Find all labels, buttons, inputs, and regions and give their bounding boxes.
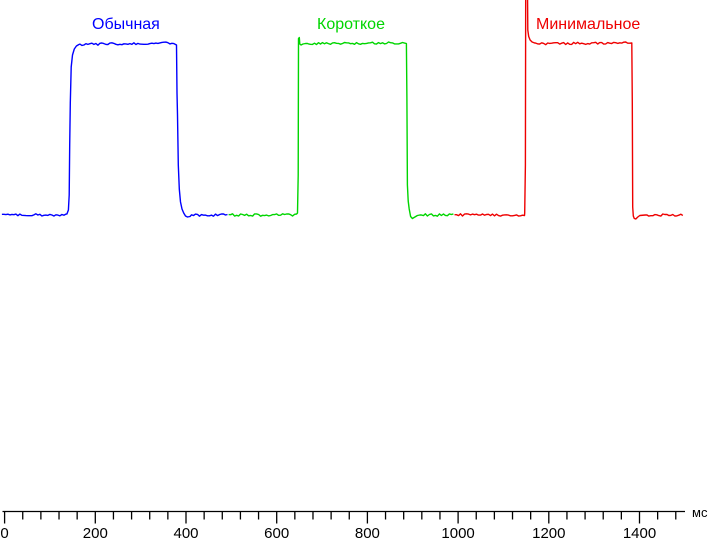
axis-tick-label: 200 bbox=[82, 525, 108, 542]
trace-minimal bbox=[454, 0, 684, 220]
axis-tick-label: 600 bbox=[264, 525, 290, 542]
axis-tick-label: 1200 bbox=[532, 525, 566, 542]
trace-normal bbox=[1, 41, 228, 218]
axis-tick-label: 0 bbox=[0, 525, 9, 542]
axis-tick-label: 1000 bbox=[441, 525, 475, 542]
trace-short bbox=[228, 36, 454, 220]
trace-label-minimal: Минимальное bbox=[536, 16, 641, 33]
axis-tick-label: 1400 bbox=[622, 525, 657, 542]
axis-tick-label: 800 bbox=[354, 525, 380, 542]
axis-tick-label: 400 bbox=[173, 525, 199, 542]
trace-label-normal: Обычная bbox=[92, 16, 160, 33]
x-axis-unit-label: мс bbox=[692, 505, 708, 520]
trace-label-short: Короткое bbox=[317, 16, 385, 33]
